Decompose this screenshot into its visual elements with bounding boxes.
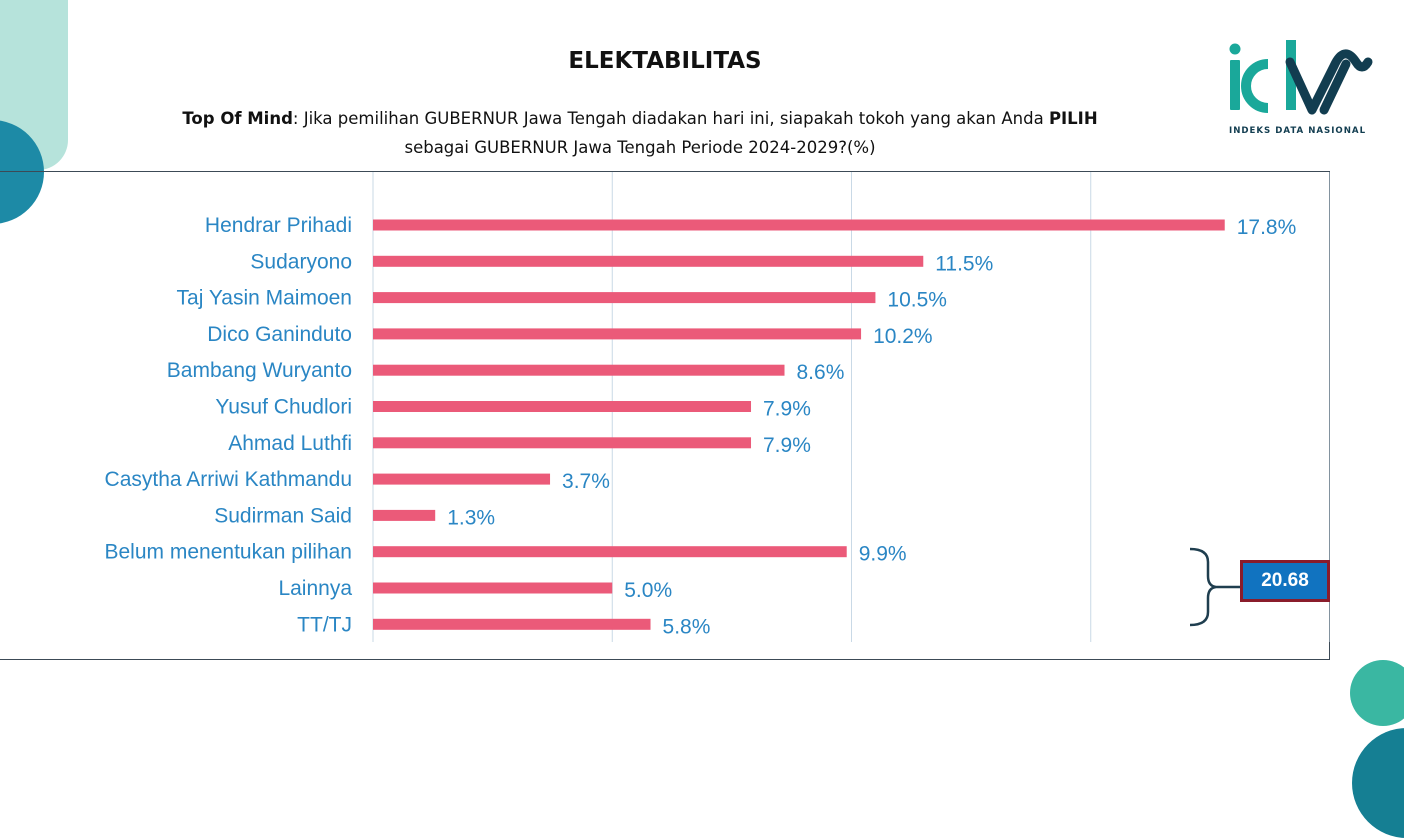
bar — [373, 473, 551, 485]
subtitle-bold-lead: Top Of Mind — [182, 109, 293, 128]
category-label: Sudaryono — [250, 250, 352, 273]
category-label: Lainnya — [278, 577, 352, 600]
value-label: 8.6% — [797, 361, 845, 384]
category-label: TT/TJ — [297, 613, 352, 636]
category-label: Ahmad Luthfi — [228, 432, 352, 455]
bar — [373, 328, 862, 340]
bar-chart: Hendrar Prihadi 17.8% Sudaryono 11.5% Taj Ya… — [105, 172, 1330, 642]
idn-logo-icon — [1229, 40, 1373, 115]
category-label: Casytha Arriwi Kathmandu — [105, 468, 352, 491]
subtitle-text-2: sebagai GUBERNUR Jawa Tengah Periode 202… — [404, 138, 876, 157]
bar — [373, 364, 785, 376]
decorative-dark-teal-circle — [1352, 728, 1404, 838]
bar — [373, 401, 752, 412]
logo-text: INDEKS DATA NASIONAL — [1229, 126, 1367, 136]
category-label: Dico Ganinduto — [207, 323, 352, 346]
bar — [373, 546, 847, 558]
subtitle-bold-pilih: PILIH — [1048, 109, 1098, 128]
value-label: 10.2% — [873, 325, 933, 348]
bar — [373, 437, 752, 449]
value-label: 10.5% — [887, 289, 947, 312]
bar — [373, 255, 924, 267]
category-label: Belum menentukan pilihan — [105, 541, 353, 564]
value-label: 9.9% — [859, 543, 907, 566]
subtitle-text-1: : Jika pemilihan GUBERNUR Jawa Tengah di… — [292, 109, 1049, 128]
chart-frame: Hendrar Prihadi 17.8% Sudaryono 11.5% Taj Ya… — [0, 171, 1330, 660]
category-label: Sudirman Said — [214, 504, 352, 527]
category-label: Yusuf Chudlori — [215, 396, 352, 419]
category-label: Taj Yasin Maimoen — [177, 287, 352, 310]
bar — [373, 292, 876, 304]
value-label: 5.8% — [663, 615, 711, 638]
bar — [373, 618, 651, 630]
curly-brace-icon — [1189, 547, 1240, 627]
value-label: 3.7% — [562, 470, 610, 493]
bar — [373, 582, 613, 594]
bar — [373, 219, 1225, 231]
total-value-box: 20.68 — [1240, 560, 1330, 602]
value-label: 7.9% — [763, 434, 811, 457]
value-label: 1.3% — [447, 506, 495, 529]
category-label: Bambang Wuryanto — [167, 359, 352, 382]
value-label: 17.8% — [1237, 216, 1297, 239]
value-label: 7.9% — [763, 398, 811, 421]
chart-title: ELEKTABILITAS — [568, 48, 762, 74]
decorative-green-circle — [1350, 660, 1404, 726]
chart-subtitle: Top Of Mind: Jika pemilihan GUBERNUR Jaw… — [70, 104, 1210, 162]
value-label: 5.0% — [624, 579, 672, 602]
bar — [373, 509, 436, 521]
value-label: 11.5% — [935, 252, 993, 275]
category-label: Hendrar Prihadi — [205, 214, 352, 237]
